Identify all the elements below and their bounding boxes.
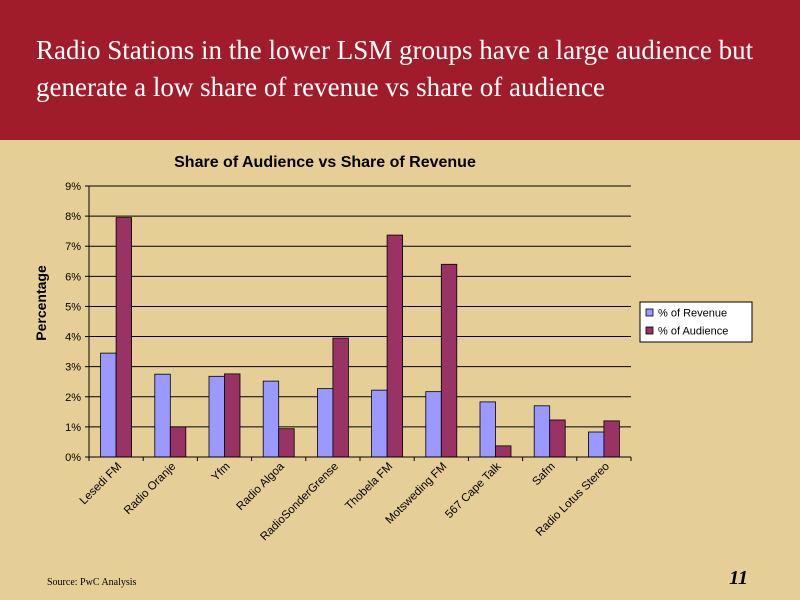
bar-revenue [154, 373, 171, 458]
bar-revenue [479, 401, 496, 458]
axes [85, 185, 632, 461]
bar-revenue [588, 431, 605, 458]
bar-audience [278, 428, 295, 458]
y-tick-label: 8% [65, 211, 81, 223]
y-tick-label: 2% [65, 392, 81, 404]
bar-revenue [371, 389, 388, 458]
bar-audience [603, 420, 620, 458]
slide-title: Radio Stations in the lower LSM groups h… [36, 35, 754, 102]
y-tick-label: 4% [65, 332, 81, 344]
x-tick-label: Safm [530, 461, 557, 488]
bar-audience [169, 426, 187, 458]
bar-revenue [316, 388, 334, 458]
y-tick-label: 1% [65, 422, 81, 434]
bar-audience [440, 263, 458, 458]
legend-swatch [645, 326, 654, 335]
x-tick-label: Radio Oranje [122, 461, 178, 517]
source-note: Source: PwC Analysis [47, 577, 137, 588]
bar-revenue [425, 391, 442, 458]
bar-audience [549, 419, 566, 458]
legend: % of Revenue % of Audience [639, 301, 753, 343]
y-tick-labels: 0% 1% 2% 3% 4% 5% 6% 7% 8% 9% [65, 181, 81, 464]
bars [100, 217, 620, 458]
x-tick-label: Lesedi FM [78, 461, 124, 507]
bar-revenue [208, 375, 225, 458]
y-tick-label: 6% [65, 271, 81, 283]
y-tick-label: 7% [65, 241, 81, 253]
page-number: 11 [729, 567, 748, 589]
y-tick-label: 3% [65, 362, 81, 374]
legend-box [639, 301, 753, 343]
legend-label: % of Revenue [658, 308, 727, 320]
bar-revenue [533, 405, 551, 458]
bar-audience [224, 373, 241, 458]
x-tick-label: Radio Algoa [234, 460, 287, 513]
bar-revenue [262, 380, 280, 458]
bar-audience [386, 234, 404, 458]
y-tick-label: 9% [65, 181, 81, 193]
y-tick-label: 5% [65, 301, 81, 313]
legend-swatch [645, 308, 654, 317]
legend-label: % of Audience [658, 326, 728, 338]
title-banner [0, 0, 800, 140]
x-tick-label: 567 Cape Talk [443, 460, 504, 521]
bar-revenue [100, 352, 117, 458]
bar-chart: Share of Audience vs Share of Revenue Pe… [33, 154, 753, 543]
chart-title: Share of Audience vs Share of Revenue [174, 154, 476, 171]
bar-audience [332, 337, 349, 458]
bar-audience [115, 217, 132, 458]
x-tick-label: Thobela FM [343, 461, 395, 513]
bar-audience [495, 445, 512, 458]
x-tick-label: Yfm [210, 461, 233, 484]
y-tick-label: 0% [65, 452, 81, 464]
y-axis-title: Percentage [33, 265, 49, 341]
